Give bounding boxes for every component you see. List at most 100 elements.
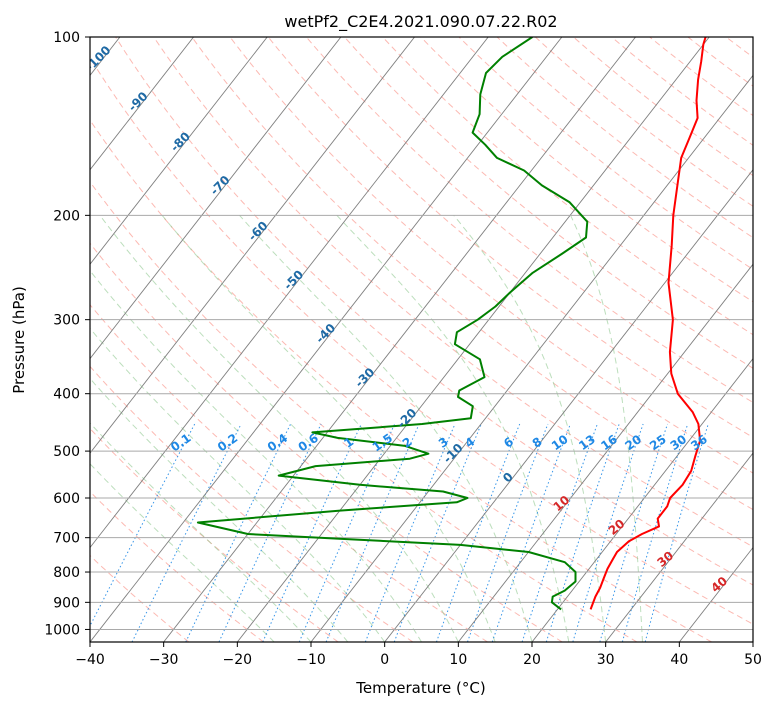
x-tick-label: 40 (670, 652, 688, 668)
mixing-ratio-label: 1 (341, 434, 356, 450)
mixing-ratio-line (572, 423, 644, 642)
x-tick-label: 50 (744, 652, 762, 668)
isotherm (384, 169, 753, 642)
moist-adiabat (161, 214, 496, 642)
dry-adiabat-label: -80 (168, 129, 193, 154)
mixing-ratio-line (364, 423, 456, 642)
isotherm (90, 37, 415, 454)
mixing-ratio-line (467, 423, 549, 642)
dry-adiabat-label: -40 (313, 321, 338, 346)
y-tick-label: 1000 (44, 622, 80, 638)
mixing-ratio-line (298, 423, 396, 642)
moist-adiabat-label: 40 (708, 574, 730, 595)
dry-adiabat (420, 37, 753, 303)
plot-frame (89, 36, 754, 643)
x-axis-title: Temperature (°C) (355, 679, 485, 697)
mixing-ratio-line (131, 423, 242, 642)
x-tick-label: −40 (75, 652, 105, 668)
x-tick-label: 0 (380, 652, 389, 668)
moist-adiabat (90, 269, 422, 642)
y-tick-label: 800 (53, 565, 80, 581)
moist-adiabat (90, 422, 312, 642)
mixing-ratio-line (185, 423, 292, 642)
dry-adiabat (305, 37, 753, 404)
mixing-ratio-label: 13 (576, 432, 598, 453)
moist-adiabat (239, 214, 533, 642)
dry-adiabat (90, 490, 264, 642)
dry-adiabat (534, 37, 753, 207)
temperature-line (589, 37, 707, 610)
isotherm (605, 452, 753, 642)
isotherm (90, 37, 342, 360)
mixing-ratio-line (491, 423, 571, 642)
dry-adiabat (90, 242, 563, 642)
dry-adiabat (344, 37, 753, 369)
mixing-ratio-label: 20 (622, 432, 644, 453)
y-axis-title: Pressure (hPa) (10, 286, 28, 394)
y-tick-label: 900 (53, 595, 80, 611)
mixing-ratio-label: 30 (668, 432, 690, 453)
profile-series (196, 37, 707, 611)
y-tick-label: 600 (53, 491, 80, 507)
y-tick-label: 200 (53, 208, 80, 224)
chart-title: wetPf2_C2E4.2021.090.07.22.R02 (284, 12, 557, 32)
dry-adiabat (90, 56, 753, 625)
dry-adiabat-label: -30 (352, 365, 377, 390)
dry-adiabat (90, 427, 339, 642)
moist-adiabat (570, 215, 643, 642)
mixing-ratio-line (621, 423, 689, 642)
dry-adiabat (573, 37, 753, 177)
dry-adiabat (229, 37, 753, 474)
mixing-ratio-line (262, 423, 362, 642)
dry-adiabat-label: -50 (281, 267, 306, 292)
isotherm (531, 357, 753, 642)
mixing-ratio-label: 10 (549, 432, 571, 453)
x-tick-label: 10 (449, 652, 467, 668)
dry-adiabat (115, 37, 753, 586)
mixing-ratio-line (435, 423, 521, 642)
dry-adiabat (267, 37, 753, 438)
dry-adiabat (90, 554, 190, 642)
x-tick-label: −30 (149, 652, 179, 668)
background-lines (90, 37, 753, 642)
isotherm (163, 37, 636, 642)
y-tick-label: 700 (53, 531, 80, 547)
y-tick-label: 500 (53, 444, 80, 460)
dry-adiabat (153, 37, 753, 548)
isotherm (457, 263, 753, 642)
y-tick-label: 300 (53, 313, 80, 329)
dry-adiabat (382, 37, 753, 336)
mixing-ratio-line (90, 423, 196, 628)
dry-adiabat (90, 304, 488, 642)
mixing-ratio-label: 4 (462, 434, 477, 450)
isotherm (90, 37, 489, 549)
isotherm (310, 74, 753, 642)
moist-adiabat-label: 20 (606, 516, 628, 537)
x-tick-label: −10 (296, 652, 326, 668)
mixing-ratio-label: 16 (598, 432, 620, 453)
x-tick-label: 30 (597, 652, 615, 668)
isotherm (90, 37, 194, 171)
dry-adiabat (496, 37, 753, 239)
y-axis-ticks: 100 200 300 400 500 600 700 800 900 1000 (44, 30, 90, 638)
dry-adiabat (687, 37, 753, 87)
moist-adiabat-label: 30 (654, 548, 676, 569)
dry-adiabat-label: -90 (125, 89, 150, 114)
isotherm (236, 37, 710, 642)
dry-adiabat (90, 119, 712, 642)
dry-adiabat-label: -70 (207, 173, 232, 198)
mixing-ratio-label: 36 (688, 432, 710, 453)
mixing-ratio-line (393, 423, 482, 642)
x-tick-label: −20 (223, 652, 253, 668)
mixing-ratio-label: 25 (647, 432, 669, 453)
moist-adiabat (336, 214, 570, 642)
mixing-ratio-line (325, 423, 420, 642)
moist-adiabat (453, 214, 607, 642)
y-tick-label: 400 (53, 387, 80, 403)
dry-adiabat-label: -60 (245, 219, 270, 244)
x-tick-label: 20 (523, 652, 541, 668)
dry-adiabat-label: -20 (394, 406, 419, 431)
moist-adiabat-label: 10 (551, 493, 573, 514)
isotherm (752, 641, 753, 642)
